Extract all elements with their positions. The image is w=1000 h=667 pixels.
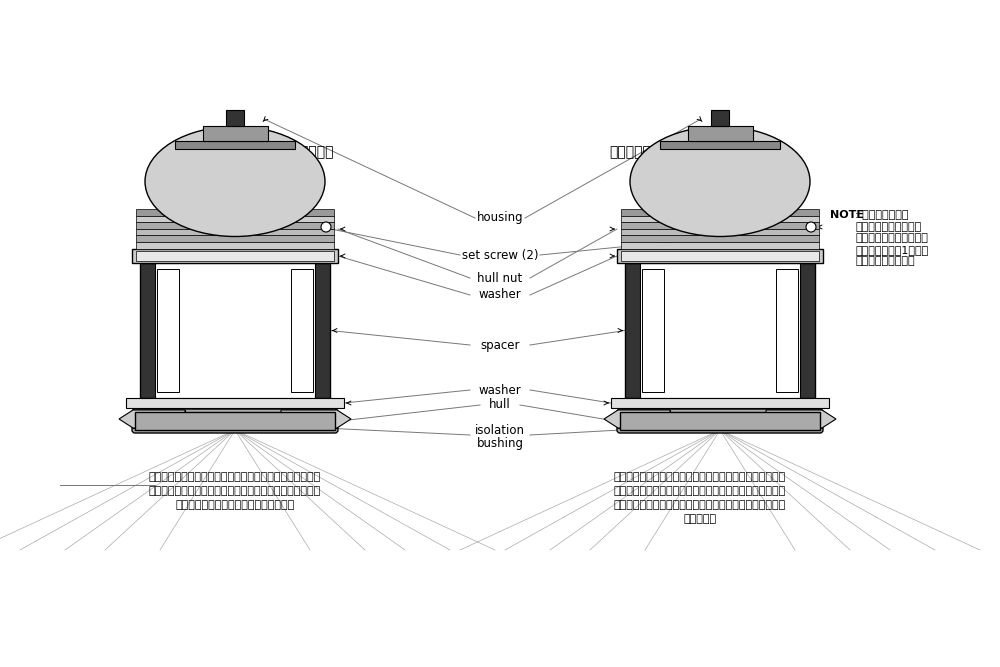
- Text: washer: washer: [479, 289, 521, 301]
- Bar: [621, 209, 819, 216]
- Bar: [642, 269, 664, 392]
- Bar: [132, 249, 338, 263]
- Bar: [611, 398, 829, 408]
- Text: housing: housing: [477, 211, 523, 225]
- Bar: [688, 125, 753, 141]
- Polygon shape: [604, 410, 670, 428]
- Bar: [175, 141, 295, 149]
- Bar: [640, 263, 800, 398]
- Text: 金属の外皮のステンレス鉰ハウジング: 金属の外皮のステンレス鉰ハウジング: [609, 145, 751, 159]
- Bar: [711, 109, 729, 125]
- Bar: [617, 249, 823, 263]
- Bar: [621, 222, 819, 229]
- Text: set screw (2): set screw (2): [462, 249, 538, 261]
- Bar: [157, 269, 179, 392]
- FancyBboxPatch shape: [617, 409, 823, 433]
- Bar: [136, 222, 334, 229]
- Polygon shape: [766, 410, 836, 428]
- Ellipse shape: [145, 127, 325, 237]
- Bar: [136, 235, 334, 242]
- Circle shape: [806, 222, 816, 232]
- Bar: [621, 229, 819, 235]
- Text: スペーサーと側壁の間の隙間を埋めるためにスペーサーの
内面全体で船体の追加のシーラントと接触するハウジング
絶縁ブッシングのねじ、側壁、およびフランジ上のマリン: スペーサーと側壁の間の隙間を埋めるためにスペーサーの 内面全体で船体の追加のシー…: [614, 472, 786, 524]
- Bar: [135, 412, 335, 430]
- Bar: [618, 410, 670, 428]
- Text: ソリッドグラスファイバーまたは木製の船体: ソリッドグラスファイバーまたは木製の船体: [166, 145, 334, 159]
- Bar: [285, 410, 337, 428]
- Text: spacer: spacer: [480, 338, 520, 352]
- Bar: [770, 410, 822, 428]
- Bar: [226, 109, 244, 125]
- Text: スペーサーと側壁の間の隙間を埋めるために、スペーサー
の内面全体に追加のシーラントをハウジングのねじ山、側
壁、およびフランジのマリンシーラント: スペーサーと側壁の間の隙間を埋めるために、スペーサー の内面全体に追加のシーラン…: [149, 472, 321, 510]
- Bar: [621, 251, 819, 261]
- Polygon shape: [119, 410, 185, 428]
- Bar: [625, 263, 815, 398]
- Text: washer: washer: [479, 384, 521, 396]
- Circle shape: [321, 222, 331, 232]
- Bar: [136, 251, 334, 261]
- Ellipse shape: [630, 127, 810, 237]
- Bar: [202, 125, 268, 141]
- Bar: [140, 263, 330, 398]
- Bar: [136, 209, 334, 216]
- Bar: [660, 141, 780, 149]
- Bar: [136, 229, 334, 235]
- Bar: [776, 269, 798, 392]
- Bar: [136, 242, 334, 249]
- Bar: [155, 263, 315, 398]
- Bar: [136, 216, 334, 222]
- FancyBboxPatch shape: [132, 409, 338, 433]
- Text: : 船体のナットを
しっかりと固定するに
は、船体のナットの上に
完全に露出した1本以上
のネジが必要です。: : 船体のナットを しっかりと固定するに は、船体のナットの上に 完全に露出した…: [855, 210, 928, 266]
- Text: hull nut: hull nut: [477, 271, 523, 285]
- Text: NOTE: NOTE: [830, 210, 864, 220]
- Bar: [133, 410, 185, 428]
- Text: bushing: bushing: [477, 436, 524, 450]
- Text: isolation: isolation: [475, 424, 525, 436]
- Bar: [621, 216, 819, 222]
- Bar: [621, 235, 819, 242]
- Polygon shape: [281, 410, 351, 428]
- Bar: [620, 412, 820, 430]
- Bar: [621, 242, 819, 249]
- Bar: [291, 269, 313, 392]
- Bar: [126, 398, 344, 408]
- Text: hull: hull: [489, 398, 511, 412]
